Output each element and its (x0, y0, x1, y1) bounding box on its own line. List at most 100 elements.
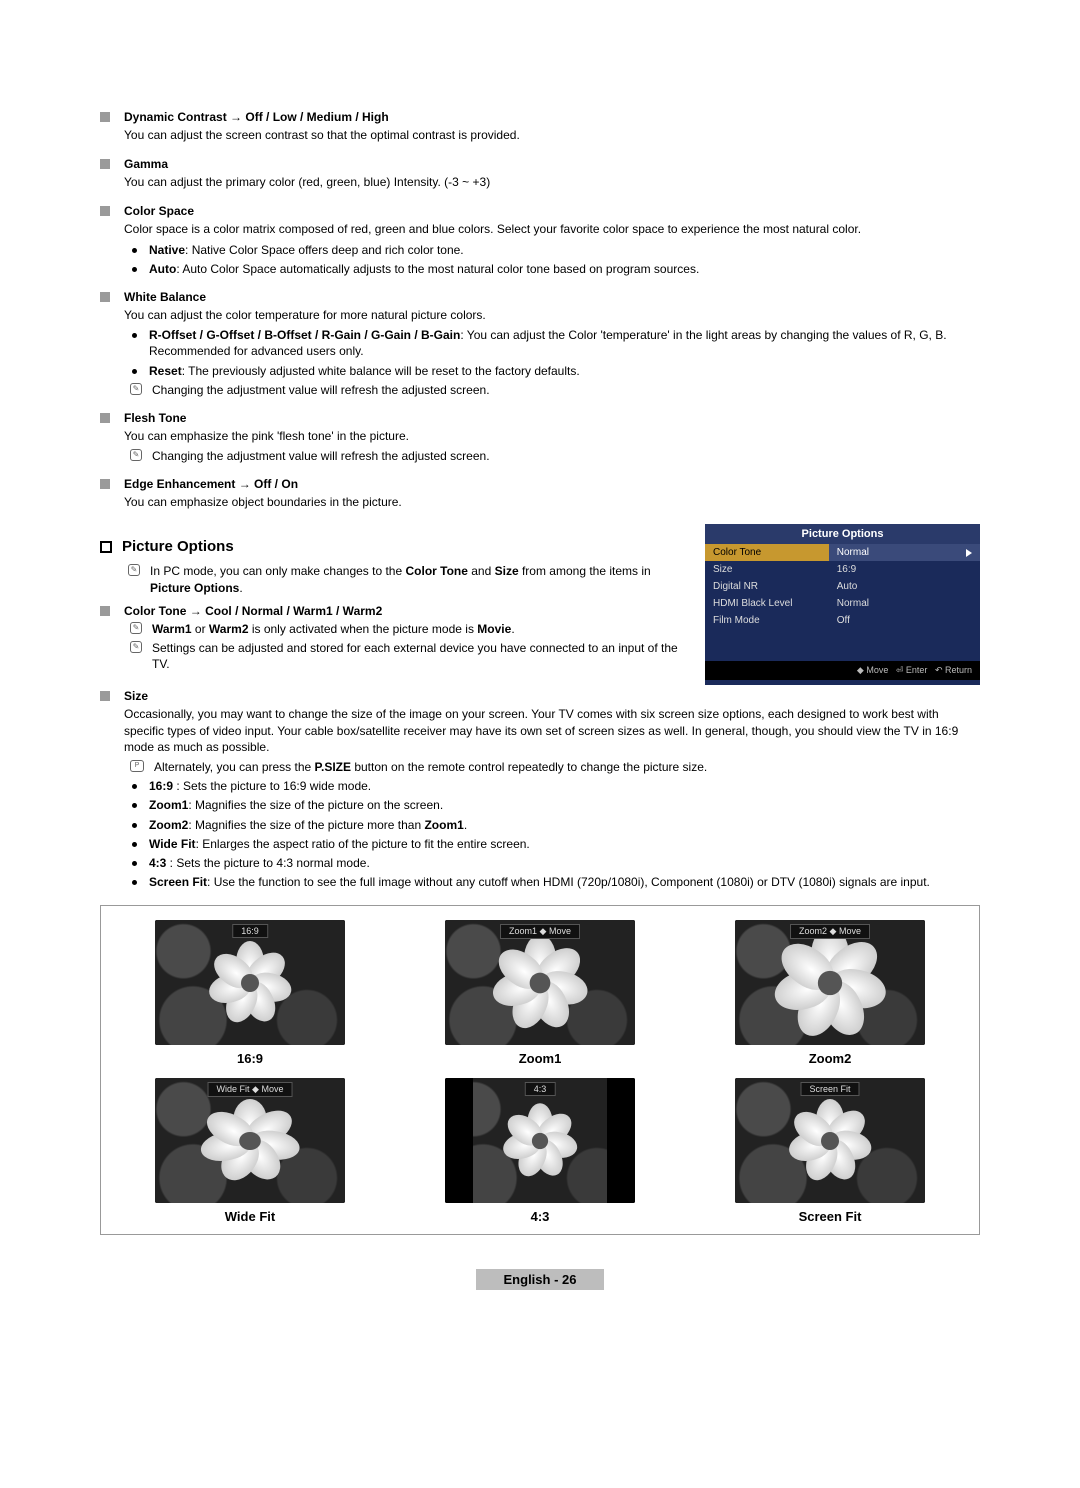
dot-icon (132, 803, 137, 808)
setting-size: Size Occasionally, you may want to chang… (100, 689, 980, 893)
note-icon: ✎ (130, 449, 142, 461)
setting-color-space: Color Space Color space is a color matri… (100, 204, 980, 280)
setting-desc: You can adjust the screen contrast so th… (124, 127, 980, 143)
mode-bar: 4:3 (525, 1082, 556, 1096)
note-icon: ✎ (130, 622, 142, 634)
gallery-cell-zoom1: Zoom1 ◆ Move Zoom1 (415, 920, 665, 1066)
tv-thumbnail: 16:9 (155, 920, 345, 1045)
square-bullet-icon (100, 112, 110, 122)
square-bullet-icon (100, 479, 110, 489)
note-item: ✎Changing the adjustment value will refr… (124, 448, 980, 464)
square-bullet-icon (100, 206, 110, 216)
page-footer: English - 26 (100, 1269, 980, 1290)
mode-bar: Zoom1 ◆ Move (500, 924, 580, 939)
setting-title: Edge Enhancement → Off / On (124, 477, 980, 491)
mode-bar: Screen Fit (800, 1082, 859, 1096)
setting-desc: Color space is a color matrix composed o… (124, 221, 980, 237)
setting-edge-enhancement: Edge Enhancement → Off / On You can emph… (100, 477, 980, 514)
note-item: ✎ Warm1 or Warm2 is only activated when … (124, 621, 687, 637)
gallery-label: Zoom1 (415, 1051, 665, 1066)
note-icon: ✎ (130, 383, 142, 395)
setting-flesh-tone: Flesh Tone You can emphasize the pink 'f… (100, 411, 980, 467)
list-item: 4:3 : Sets the picture to 4:3 normal mod… (124, 855, 980, 871)
setting-title: Color Tone → Cool / Normal / Warm1 / War… (124, 604, 687, 618)
open-square-icon (100, 541, 112, 553)
gallery-label: Wide Fit (125, 1209, 375, 1224)
enter-hint: ⏎ Enter (896, 665, 928, 675)
dot-icon (132, 861, 137, 866)
setting-title: White Balance (124, 290, 980, 304)
list-item: Zoom1: Magnifies the size of the picture… (124, 797, 980, 813)
gallery-cell-zoom2: Zoom2 ◆ Move Zoom2 (705, 920, 955, 1066)
dot-icon (132, 784, 137, 789)
heading-text: Picture Options (122, 538, 234, 555)
note-icon: ✎ (128, 564, 140, 576)
menu-row-hdmi-black-level[interactable]: HDMI Black LevelNormal (705, 595, 980, 612)
list-item: Reset: The previously adjusted white bal… (124, 363, 980, 379)
move-hint: ◆ Move (857, 665, 888, 675)
menu-title: Picture Options (705, 524, 980, 544)
mode-bar: 16:9 (232, 924, 268, 938)
square-bullet-icon (100, 413, 110, 423)
gallery-cell-wide-fit: Wide Fit ◆ Move Wide Fit (125, 1078, 375, 1224)
gallery-cell-16-9: 16:9 16:9 (125, 920, 375, 1066)
setting-title: Color Space (124, 204, 980, 218)
return-hint: ↶ Return (935, 665, 972, 675)
setting-title: Size (124, 689, 980, 703)
setting-desc: You can emphasize object boundaries in t… (124, 494, 980, 510)
note-icon: ✎ (130, 641, 142, 653)
list-item: Native: Native Color Space offers deep a… (124, 242, 980, 258)
gallery-cell-screen-fit: Screen Fit Screen Fit (705, 1078, 955, 1224)
setting-dynamic-contrast: Dynamic Contrast → Off / Low / Medium / … (100, 110, 980, 147)
square-bullet-icon (100, 159, 110, 169)
note-item: ✎ In PC mode, you can only make changes … (122, 563, 687, 595)
setting-white-balance: White Balance You can adjust the color t… (100, 290, 980, 401)
tv-thumbnail: Screen Fit (735, 1078, 925, 1203)
dot-icon (132, 880, 137, 885)
list-item: Wide Fit: Enlarges the aspect ratio of t… (124, 836, 980, 852)
gallery-label: Screen Fit (705, 1209, 955, 1224)
list-item: R-Offset / G-Offset / B-Offset / R-Gain … (124, 327, 980, 359)
square-bullet-icon (100, 691, 110, 701)
list-item: 16:9 : Sets the picture to 16:9 wide mod… (124, 778, 980, 794)
gallery-label: Zoom2 (705, 1051, 955, 1066)
dot-icon (132, 842, 137, 847)
list-item: Auto: Auto Color Space automatically adj… (124, 261, 980, 277)
menu-footer: ◆ Move ⏎ Enter ↶ Return (705, 661, 980, 680)
setting-title: Flesh Tone (124, 411, 980, 425)
list-item: Zoom2: Magnifies the size of the picture… (124, 817, 980, 833)
setting-gamma: Gamma You can adjust the primary color (… (100, 157, 980, 194)
gallery-label: 4:3 (415, 1209, 665, 1224)
mode-bar: Zoom2 ◆ Move (790, 924, 870, 939)
setting-title: Gamma (124, 157, 980, 171)
screen-size-gallery: 16:9 16:9 Zoom1 ◆ Move Zoom1 Zoom2 ◆ Mov… (100, 905, 980, 1235)
menu-row-film-mode[interactable]: Film ModeOff (705, 612, 980, 629)
gallery-cell-4-3: 4:3 4:3 (415, 1078, 665, 1224)
setting-desc: You can emphasize the pink 'flesh tone' … (124, 428, 980, 444)
psize-note: P Alternately, you can press the P.SIZE … (124, 759, 980, 775)
square-bullet-icon (100, 606, 110, 616)
dot-icon (132, 267, 137, 272)
setting-desc: You can adjust the primary color (red, g… (124, 174, 980, 190)
setting-title: Dynamic Contrast → Off / Low / Medium / … (124, 110, 980, 124)
tv-thumbnail: Wide Fit ◆ Move (155, 1078, 345, 1203)
setting-desc: You can adjust the color temperature for… (124, 307, 980, 323)
note-item: ✎Changing the adjustment value will refr… (124, 382, 980, 398)
gallery-label: 16:9 (125, 1051, 375, 1066)
square-bullet-icon (100, 292, 110, 302)
dot-icon (132, 369, 137, 374)
chevron-right-icon (966, 549, 972, 557)
list-item: Screen Fit: Use the function to see the … (124, 874, 980, 890)
settings-list: Dynamic Contrast → Off / Low / Medium / … (100, 110, 980, 514)
menu-row-color-tone[interactable]: Color Tone Normal (705, 544, 980, 561)
picture-options-heading: Picture Options (100, 538, 687, 555)
dot-icon (132, 333, 137, 338)
note-item: ✎Settings can be adjusted and stored for… (124, 640, 687, 672)
menu-row-size[interactable]: Size16:9 (705, 561, 980, 578)
tv-thumbnail: 4:3 (445, 1078, 635, 1203)
mode-bar: Wide Fit ◆ Move (208, 1082, 293, 1097)
menu-row-digital-nr[interactable]: Digital NRAuto (705, 578, 980, 595)
tv-thumbnail: Zoom2 ◆ Move (735, 920, 925, 1045)
setting-color-tone: Color Tone → Cool / Normal / Warm1 / War… (100, 604, 687, 676)
dot-icon (132, 248, 137, 253)
